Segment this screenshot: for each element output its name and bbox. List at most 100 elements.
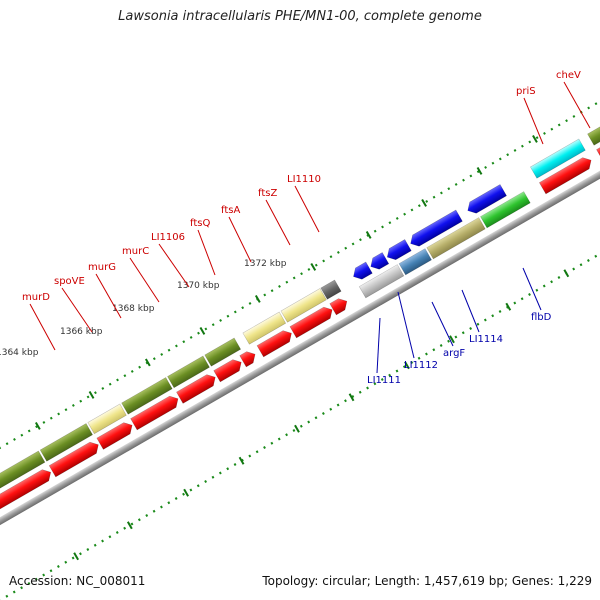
accession-info: Accession: NC_008011 bbox=[9, 574, 145, 588]
gene-label: LI1110 bbox=[287, 174, 321, 185]
gene-label: LI1112 bbox=[404, 360, 438, 371]
gene-band bbox=[167, 355, 210, 389]
gene-leader-line bbox=[294, 185, 320, 233]
gene-label: cheV bbox=[556, 70, 581, 81]
cds-arrow bbox=[410, 209, 463, 247]
gene-label: LI1111 bbox=[367, 375, 401, 386]
gene-label: murC bbox=[122, 246, 149, 257]
cds-arrow bbox=[0, 469, 52, 538]
gene-box bbox=[530, 138, 586, 179]
cds-arrow bbox=[289, 306, 333, 339]
gene-box bbox=[398, 248, 432, 276]
tick-mark bbox=[199, 326, 206, 335]
tick-mark bbox=[88, 390, 95, 399]
gene-leader-line bbox=[563, 81, 591, 129]
cds-arrow bbox=[386, 239, 412, 261]
gene-leader-line bbox=[129, 257, 160, 303]
cds-arrow bbox=[96, 422, 133, 450]
backbone bbox=[0, 122, 600, 549]
cds-arrow bbox=[329, 298, 348, 316]
gene-label: ftsZ bbox=[258, 188, 277, 199]
gene-band bbox=[320, 279, 342, 300]
tick-mark bbox=[563, 269, 570, 278]
gene-band bbox=[0, 450, 46, 522]
gene-box bbox=[480, 191, 531, 229]
gene-leader-line bbox=[461, 289, 480, 333]
gene-band bbox=[204, 337, 242, 367]
tick-label: 1370 kbp bbox=[177, 281, 220, 291]
map-title: Lawsonia intracellularis PHE/MN1-00, com… bbox=[118, 9, 482, 24]
tick-mark bbox=[183, 488, 189, 497]
gene-leader-line bbox=[197, 229, 216, 276]
tick-mark bbox=[476, 166, 483, 175]
gene-label: LI1114 bbox=[469, 334, 503, 345]
topology-value: circular bbox=[322, 574, 367, 588]
tick-mark bbox=[449, 335, 455, 344]
cds-arrow bbox=[130, 395, 179, 431]
cds-arrow bbox=[539, 157, 592, 195]
gene-leader-line bbox=[431, 301, 454, 347]
gene-leader-line bbox=[61, 287, 93, 333]
tick-label: 1368 kbp bbox=[112, 304, 155, 314]
gene-label: spoVE bbox=[54, 276, 85, 287]
cds-arrow bbox=[353, 261, 373, 280]
genome-stats: Topology: circular; Length: 1,457,619 bp… bbox=[262, 574, 592, 588]
gene-leader-line bbox=[522, 267, 542, 311]
gene-box bbox=[426, 217, 486, 260]
tick-mark bbox=[348, 393, 355, 402]
gene-band bbox=[39, 423, 93, 462]
gene-label: LI1106 bbox=[151, 232, 185, 243]
tick-mark bbox=[505, 302, 512, 311]
gene-leader-line bbox=[397, 291, 415, 359]
tick-mark bbox=[532, 134, 538, 143]
tick-mark bbox=[421, 198, 427, 207]
gene-band bbox=[280, 288, 327, 323]
length-label: Length: bbox=[374, 574, 421, 588]
gene-label: flbD bbox=[531, 312, 552, 323]
gene-leader-line bbox=[523, 97, 544, 145]
genes-value: 1,229 bbox=[557, 574, 592, 588]
genes-label: Genes: bbox=[511, 574, 554, 588]
cds-arrow bbox=[467, 184, 507, 214]
tick-mark bbox=[254, 294, 261, 303]
accession-label: Accession: bbox=[9, 574, 73, 588]
tick-label: 1372 kbp bbox=[244, 259, 287, 269]
gene-label: ftsA bbox=[221, 205, 240, 216]
gene-leader-line bbox=[228, 216, 252, 263]
upper-tick-track bbox=[0, 100, 600, 450]
tick-mark bbox=[126, 521, 133, 530]
topology-label: Topology: bbox=[262, 574, 319, 588]
gene-band bbox=[121, 377, 173, 415]
gene-box bbox=[358, 264, 405, 299]
gene-label: priS bbox=[516, 86, 536, 97]
cds-arrow bbox=[256, 330, 292, 358]
cds-arrow bbox=[213, 359, 242, 383]
tick-mark bbox=[310, 262, 317, 271]
annotations: 1354 kbp1356 kbp1358 kbp1360 kbp1362 kbp… bbox=[0, 70, 591, 561]
cds-arrow bbox=[176, 374, 216, 404]
cds-arrow bbox=[370, 252, 390, 270]
gene-label: argF bbox=[443, 348, 465, 359]
cds-arrow bbox=[239, 351, 256, 368]
tick-mark bbox=[73, 552, 80, 561]
gene-band bbox=[87, 403, 127, 435]
gene-label: murG bbox=[88, 262, 116, 273]
gene-leader-line bbox=[265, 199, 291, 246]
feature-track bbox=[0, 103, 600, 538]
gene-band bbox=[242, 311, 287, 345]
gene-box bbox=[587, 103, 600, 146]
gene-leader-line bbox=[29, 303, 56, 351]
gene-leader-line bbox=[95, 273, 122, 319]
gene-label: murD bbox=[22, 292, 50, 303]
gene-label: ftsQ bbox=[190, 218, 210, 229]
tick-mark bbox=[238, 456, 245, 465]
tick-mark bbox=[34, 421, 41, 430]
tick-mark bbox=[365, 230, 372, 239]
gene-leader-line bbox=[158, 243, 190, 288]
tick-label: 1364 kbp bbox=[0, 348, 39, 358]
length-value: 1,457,619 bp bbox=[423, 574, 504, 588]
tick-mark bbox=[404, 361, 410, 370]
accession-value: NC_008011 bbox=[76, 574, 146, 588]
tick-mark bbox=[144, 358, 151, 367]
